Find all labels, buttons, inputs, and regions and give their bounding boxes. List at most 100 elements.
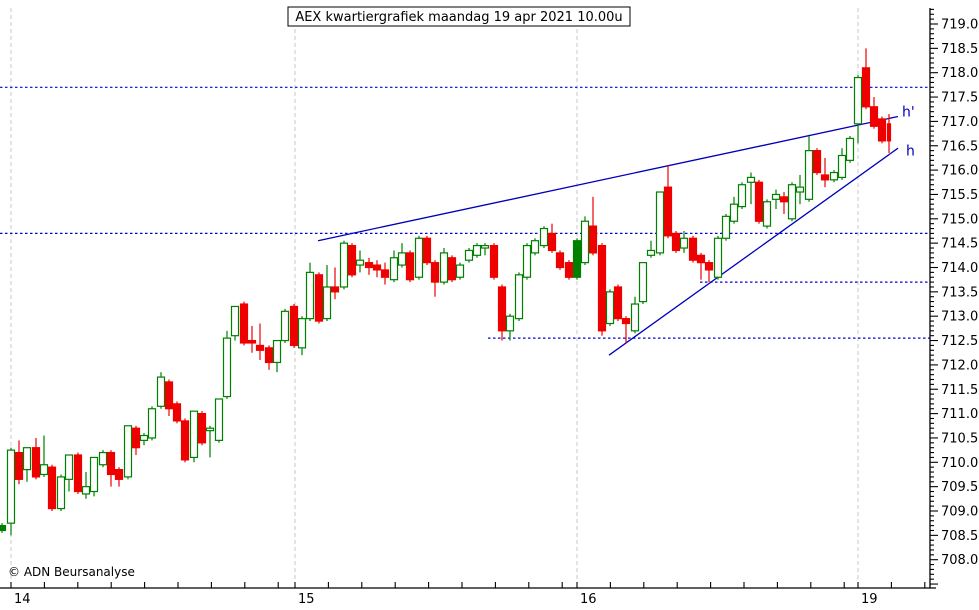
candle-body xyxy=(762,201,772,227)
candle-body xyxy=(106,451,116,476)
chart-title-box: AEX kwartiergrafiek maandag 19 apr 2021 … xyxy=(287,6,631,27)
trendline xyxy=(317,115,899,242)
candle-body xyxy=(305,271,315,320)
candle-body xyxy=(89,456,99,493)
candle-body xyxy=(31,447,41,478)
candle-body xyxy=(6,449,16,524)
candle-body xyxy=(297,318,307,349)
candle-body xyxy=(869,106,879,127)
candle-body xyxy=(330,286,340,293)
candle-body xyxy=(630,303,640,332)
y-axis-label: 711.0 xyxy=(941,407,978,422)
candle-body xyxy=(98,451,108,466)
y-axis-label: 708.5 xyxy=(941,529,978,544)
x-axis-day-label: 16 xyxy=(580,592,597,607)
candle-body xyxy=(713,237,723,278)
candle-body xyxy=(0,525,7,532)
candle-body xyxy=(355,259,365,266)
candle-body xyxy=(489,244,499,278)
candle-body xyxy=(214,398,224,441)
candle-body xyxy=(688,237,698,261)
candle-body xyxy=(655,191,665,254)
candle-body xyxy=(555,252,565,269)
candle-body xyxy=(746,176,756,183)
candle-body xyxy=(497,286,507,332)
y-axis-label: 717.5 xyxy=(941,91,978,106)
candle-body xyxy=(845,137,855,161)
chart-layers: h' h 719.0 718.5 718.0 717.5 717.0 716.5 716.0 71… xyxy=(0,8,978,607)
candle-body xyxy=(439,252,449,283)
y-axis-label: 710.0 xyxy=(941,456,978,471)
candle-body xyxy=(239,303,249,344)
candle-body xyxy=(280,310,290,342)
candle-body xyxy=(522,244,532,278)
candle-body xyxy=(696,254,706,264)
candle-body xyxy=(264,347,274,364)
y-axis-label: 712.0 xyxy=(941,358,978,373)
candle-body xyxy=(679,237,689,249)
candle-body xyxy=(172,403,182,422)
candle-body xyxy=(447,257,457,281)
candle-body xyxy=(646,249,656,256)
candle-body xyxy=(853,76,863,125)
y-axis-label: 709.5 xyxy=(941,480,978,495)
y-axis-label: 719.0 xyxy=(941,18,978,33)
candle-body xyxy=(514,274,524,320)
candle-body xyxy=(131,427,141,449)
y-axis-label: 713.5 xyxy=(941,285,978,300)
candle-body xyxy=(189,410,199,459)
candle-body xyxy=(588,225,598,254)
candle-body xyxy=(886,123,892,142)
candle-body xyxy=(73,454,83,493)
candle-body xyxy=(180,420,190,461)
candle-body xyxy=(804,150,814,200)
trendline-label: h xyxy=(906,144,915,160)
candle-body xyxy=(605,291,615,325)
candle-body xyxy=(812,150,822,174)
candle-body xyxy=(347,244,357,276)
y-axis-label: 710.5 xyxy=(941,431,978,446)
y-axis-label: 717.0 xyxy=(941,115,978,130)
y-axis-label: 712.5 xyxy=(941,334,978,349)
y-axis-label: 716.5 xyxy=(941,139,978,154)
y-axis-label: 718.5 xyxy=(941,42,978,57)
candle-body xyxy=(156,376,166,407)
candle-body xyxy=(164,381,174,410)
y-axis-label: 718.0 xyxy=(941,66,978,81)
candle-body xyxy=(795,186,805,193)
y-axis-label: 714.5 xyxy=(941,237,978,252)
candle-body xyxy=(247,339,257,344)
candle-body xyxy=(580,220,590,264)
candle-body xyxy=(572,240,582,278)
candle-body xyxy=(364,262,374,269)
candle-body xyxy=(621,318,631,325)
candle-body xyxy=(539,227,549,247)
candle-body xyxy=(430,262,440,283)
candle-body xyxy=(820,174,830,181)
candle-body xyxy=(754,181,764,222)
candle-body xyxy=(289,305,299,347)
candle-body xyxy=(877,118,887,142)
candle-body xyxy=(771,193,781,200)
candle-body xyxy=(787,184,797,220)
candle-body xyxy=(22,447,32,471)
candle-body xyxy=(547,232,557,252)
title-box-border xyxy=(287,6,631,27)
candle-body xyxy=(272,339,282,364)
candle-body xyxy=(56,476,66,510)
candle-body xyxy=(737,184,747,208)
candle-body xyxy=(480,244,490,249)
candle-body xyxy=(829,171,839,181)
y-axis-label: 715.5 xyxy=(941,188,978,203)
candle-body xyxy=(564,262,574,278)
candle-body xyxy=(14,451,24,480)
candle-body xyxy=(205,427,215,432)
trendline xyxy=(608,147,899,356)
candle-body xyxy=(721,215,731,239)
candle-body xyxy=(139,434,149,441)
copyright-label: © ADN Beursanalyse xyxy=(8,565,135,579)
candle-body xyxy=(671,232,681,252)
candle-body xyxy=(197,413,207,444)
candle-body xyxy=(729,203,739,222)
